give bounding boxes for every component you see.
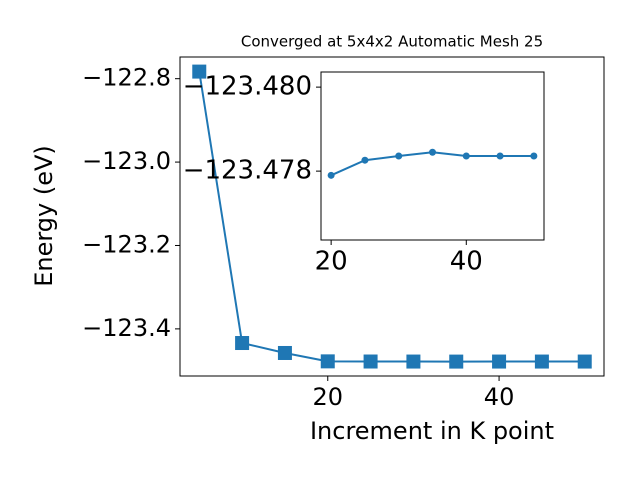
- x-tick-label: 20: [312, 383, 343, 411]
- y-tick-label: −122.8: [82, 64, 171, 92]
- y-axis-label: Energy (eV): [30, 145, 58, 287]
- marker: [577, 354, 592, 369]
- x-tick-label: 40: [450, 247, 483, 277]
- y-tick-label: −123.2: [82, 230, 171, 258]
- marker: [429, 148, 436, 156]
- marker: [534, 354, 549, 369]
- y-tick-label: −123.480: [183, 72, 312, 102]
- y-tick-label: −123.4: [82, 314, 171, 342]
- x-tick-label: 40: [484, 383, 515, 411]
- x-tick-label: 20: [315, 247, 348, 277]
- marker: [235, 336, 250, 351]
- marker: [492, 354, 507, 369]
- chart-title: Converged at 5x4x2 Automatic Mesh 25: [241, 33, 543, 51]
- marker: [530, 152, 538, 160]
- y-tick-label: −123.0: [82, 147, 171, 175]
- x-axis-label: Increment in K point: [310, 417, 554, 445]
- marker: [462, 152, 470, 160]
- marker: [395, 152, 403, 160]
- marker: [320, 354, 335, 369]
- marker: [363, 354, 378, 369]
- series-line: [198, 71, 585, 363]
- marker: [327, 171, 335, 179]
- y-tick-label: −123.478: [183, 156, 312, 186]
- marker: [496, 152, 504, 160]
- marker: [406, 354, 421, 369]
- marker: [192, 64, 207, 79]
- marker: [449, 354, 464, 369]
- marker: [361, 156, 369, 164]
- marker: [277, 345, 292, 360]
